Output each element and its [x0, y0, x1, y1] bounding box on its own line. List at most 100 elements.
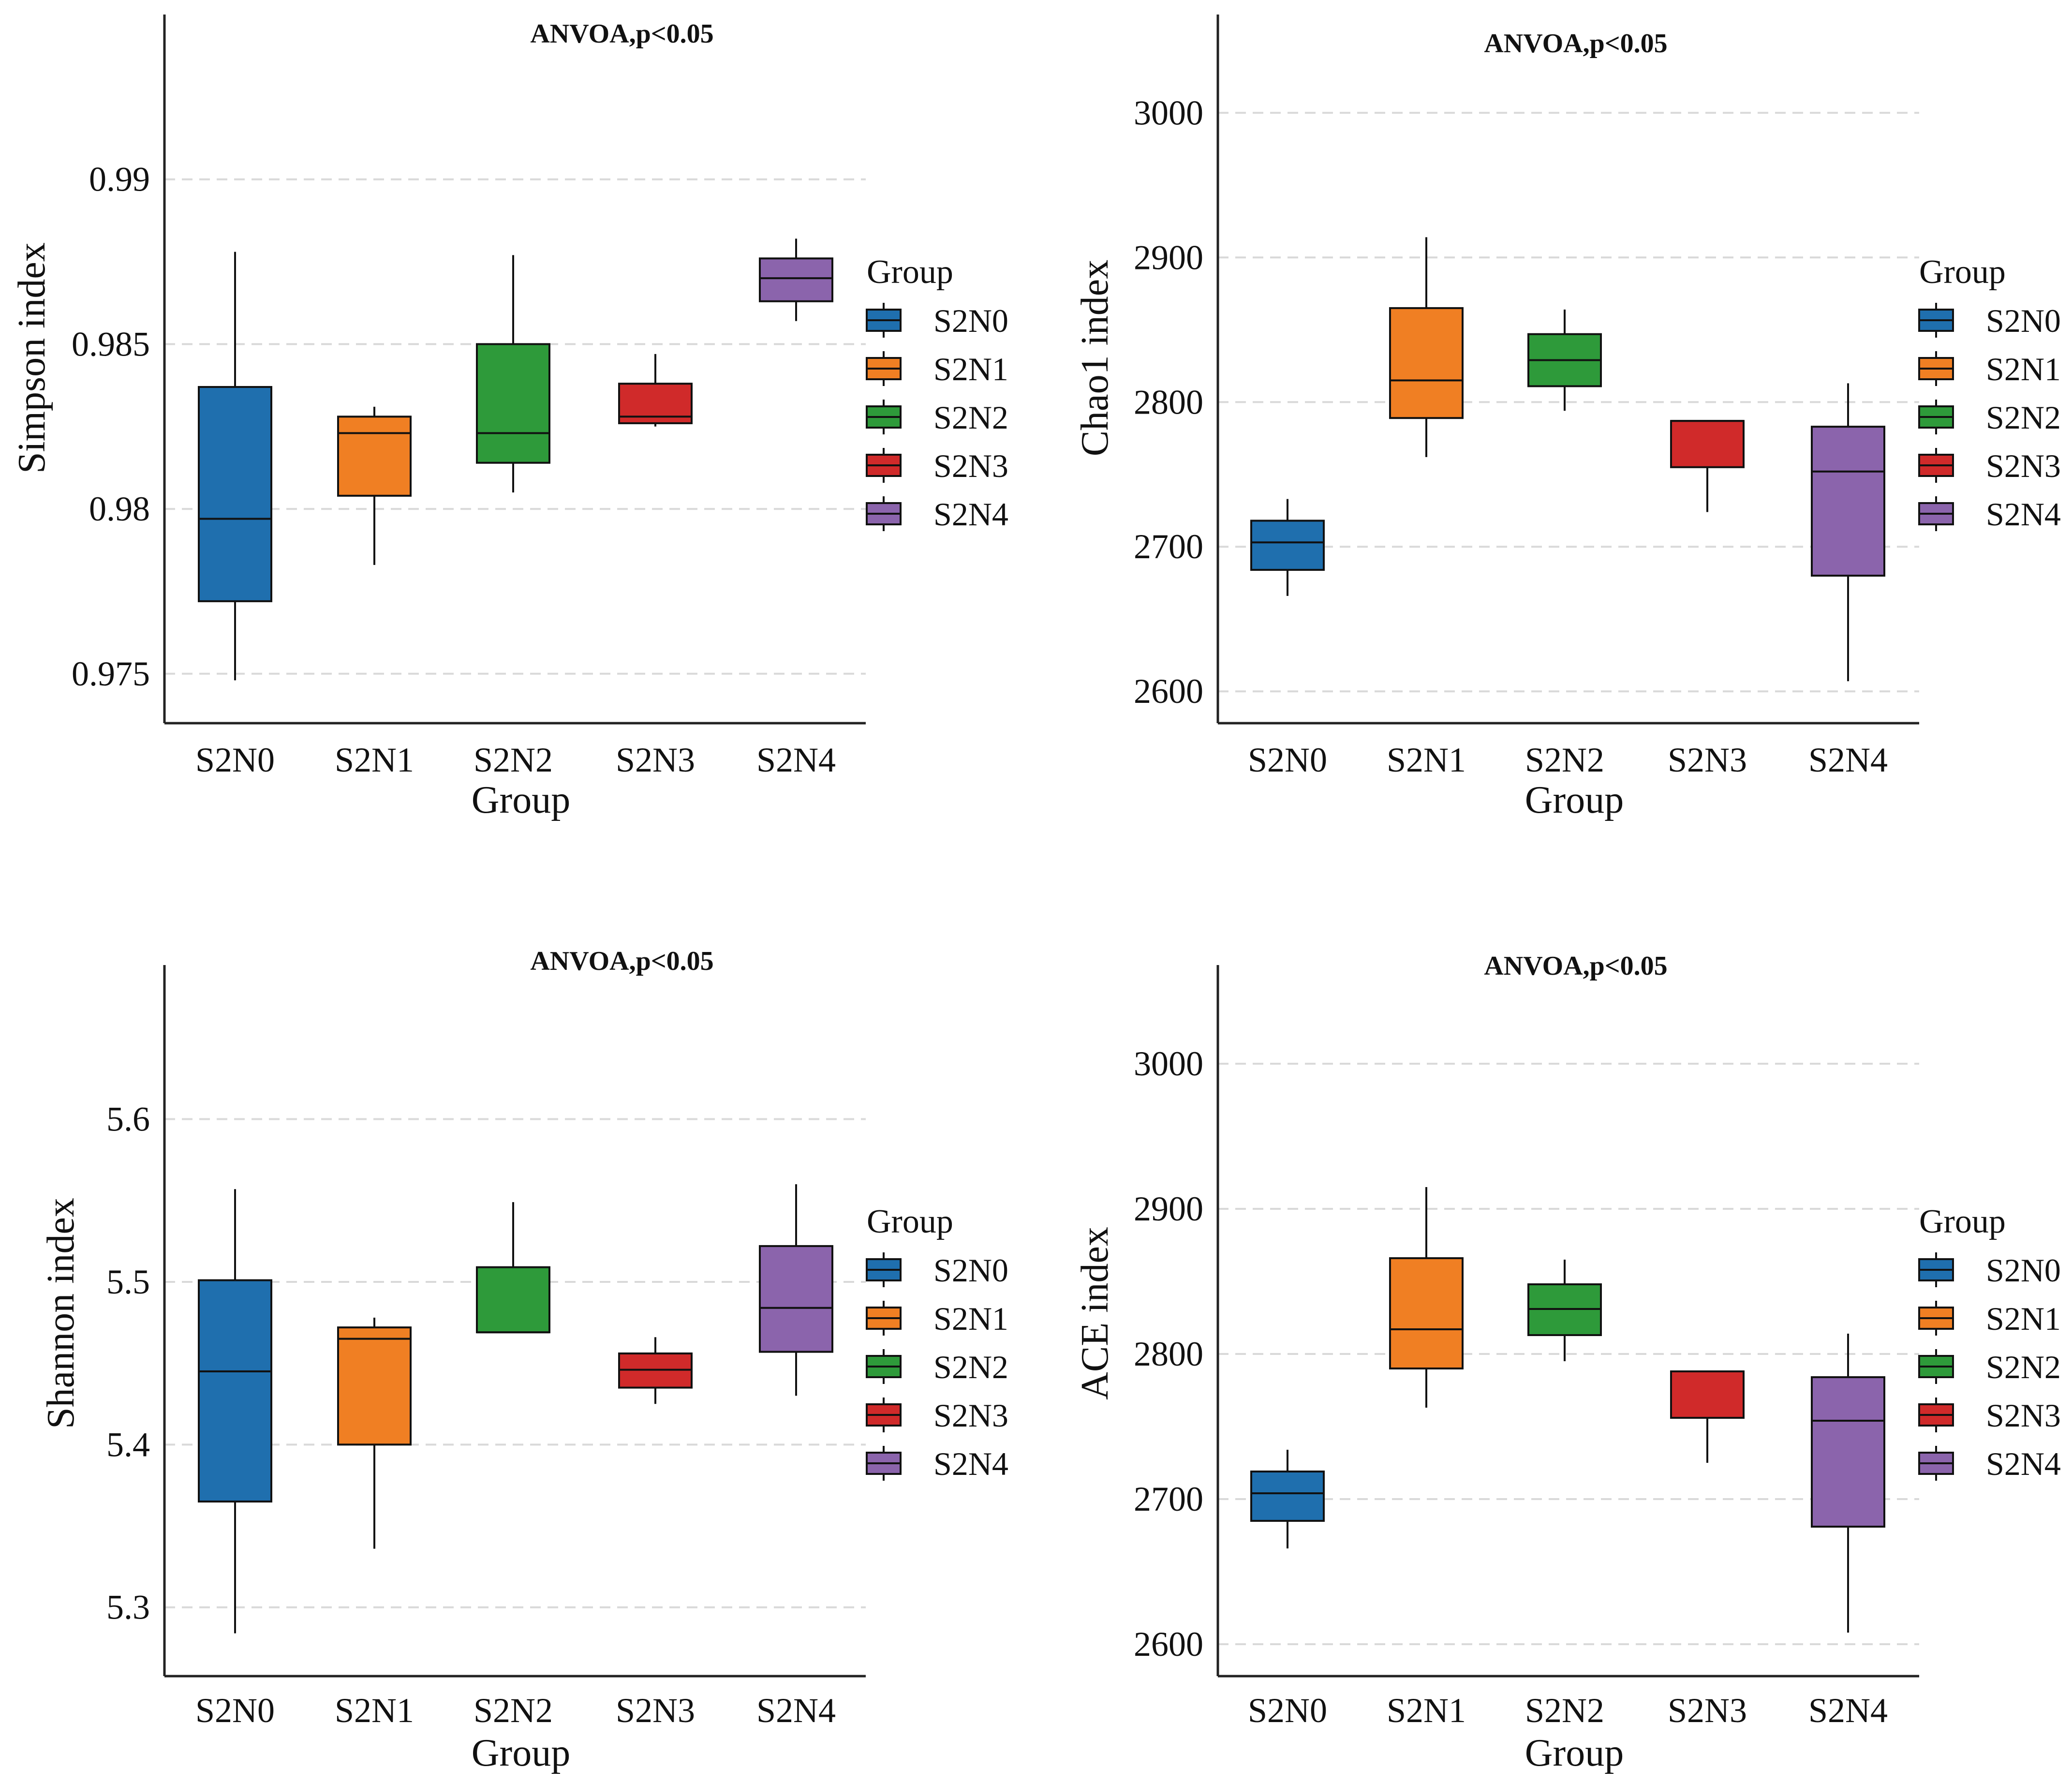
legend: Group S2N0 S2N1 S2N2 S2N3 S2N4: [1918, 253, 2061, 533]
box-S2N3: [1670, 420, 1745, 512]
x-tick-label: S2N3: [616, 741, 695, 779]
y-tick-label: 0.99: [89, 160, 150, 199]
chart-subtitle: ANVOA,p<0.05: [1484, 951, 1667, 981]
box-body: [1670, 1370, 1745, 1419]
box-body: [1811, 426, 1885, 577]
box-S2N2: [476, 255, 550, 493]
box-S2N4: [1811, 1334, 1885, 1633]
legend-label: S2N3: [933, 1397, 1008, 1434]
box-S2N2: [476, 1202, 550, 1334]
box-S2N0: [198, 252, 272, 681]
chart-subtitle: ANVOA,p<0.05: [530, 19, 713, 49]
y-tick-label: 5.5: [106, 1263, 150, 1301]
box-S2N3: [618, 354, 693, 427]
y-tick-label: 2800: [1134, 1335, 1203, 1373]
legend-label: S2N2: [1986, 1349, 2061, 1385]
legend-label: S2N4: [933, 496, 1008, 533]
legend-label: S2N3: [1986, 1397, 2061, 1434]
x-axis-label: Group: [472, 1732, 570, 1774]
box-S2N3: [618, 1337, 693, 1404]
legend-label: S2N1: [933, 1300, 1008, 1337]
legend: Group S2N0 S2N1 S2N2 S2N3 S2N4: [866, 253, 1008, 533]
legend-label: S2N1: [1986, 351, 2061, 387]
x-tick-label: S2N0: [195, 1691, 275, 1730]
y-tick-label: 3000: [1134, 93, 1203, 132]
box-S2N3: [1670, 1370, 1745, 1463]
x-axis-label: Group: [1525, 779, 1624, 821]
x-tick-label: S2N3: [1668, 1691, 1747, 1730]
y-axis-label: Shannon index: [40, 1198, 82, 1429]
legend-label: S2N4: [933, 1445, 1008, 1482]
x-axis-label: Group: [1525, 1732, 1624, 1774]
legend-label: S2N2: [933, 1349, 1008, 1385]
legend-label: S2N2: [1986, 399, 2061, 436]
x-tick-label: S2N0: [1248, 1691, 1327, 1730]
y-tick-label: 0.98: [89, 490, 150, 528]
box-S2N2: [1527, 309, 1602, 411]
legend-label: S2N4: [1986, 496, 2061, 533]
panel-chao1: 2600 2700 2800 2900 3000 S2N0 S2N1 S2N2 S2N3 S2N4…: [1074, 15, 2061, 821]
x-tick-label: S2N2: [1525, 1691, 1604, 1730]
legend-label: S2N4: [1986, 1445, 2061, 1482]
y-tick-label: 2700: [1134, 1480, 1203, 1518]
y-tick-label: 2700: [1134, 527, 1203, 566]
x-tick-label: S2N0: [1248, 741, 1327, 779]
box-S2N0: [1250, 499, 1325, 596]
box-body: [1811, 1376, 1885, 1528]
box-body: [337, 416, 412, 497]
y-tick-label: 0.985: [72, 325, 150, 363]
box-body: [1389, 1257, 1464, 1369]
legend-label: S2N1: [1986, 1300, 2061, 1337]
box-S2N1: [1389, 237, 1464, 457]
legend-label: S2N0: [933, 302, 1008, 339]
box-body: [1250, 1471, 1325, 1522]
y-tick-label: 2600: [1134, 672, 1203, 711]
legend-title: Group: [867, 253, 953, 291]
y-axis-label: Chao1 index: [1074, 260, 1116, 457]
box-S2N0: [1250, 1450, 1325, 1548]
box-S2N1: [337, 406, 412, 565]
panel-ace: 2600 2700 2800 2900 3000 S2N0 S2N1 S2N2 S2N3 S2N4…: [1074, 951, 2061, 1774]
x-tick-label: S2N4: [756, 1691, 836, 1730]
legend-label: S2N3: [933, 447, 1008, 484]
box-S2N4: [759, 238, 833, 321]
legend-title: Group: [1919, 1203, 2006, 1240]
x-tick-label: S2N0: [195, 741, 275, 779]
chart-subtitle: ANVOA,p<0.05: [1484, 29, 1667, 59]
x-axis-label: Group: [472, 779, 570, 821]
x-tick-label: S2N2: [474, 741, 553, 779]
y-tick-label: 2600: [1134, 1625, 1203, 1664]
legend-label: S2N0: [933, 1252, 1008, 1289]
box-body: [1670, 420, 1745, 468]
box-S2N2: [1527, 1260, 1602, 1361]
legend-label: S2N0: [1986, 302, 2061, 339]
y-axis-label: ACE index: [1074, 1227, 1116, 1400]
x-tick-label: S2N1: [1387, 1691, 1466, 1730]
legend: Group S2N0 S2N1 S2N2 S2N3 S2N4: [1918, 1203, 2061, 1482]
box-body: [759, 257, 833, 302]
legend-title: Group: [867, 1203, 953, 1240]
legend-label: S2N0: [1986, 1252, 2061, 1289]
box-body: [198, 1279, 272, 1503]
y-tick-label: 2800: [1134, 383, 1203, 421]
x-tick-label: S2N2: [474, 1691, 553, 1730]
x-tick-label: S2N1: [335, 1691, 414, 1730]
box-S2N4: [759, 1184, 833, 1396]
y-tick-label: 5.6: [106, 1100, 150, 1139]
x-tick-label: S2N1: [335, 741, 414, 779]
y-axis-label: Simpson index: [11, 242, 53, 474]
x-tick-label: S2N2: [1525, 741, 1604, 779]
panel-shannon: 5.3 5.4 5.5 5.6 S2N0 S2N1 S2N2 S2N3 S2N4 Group Sha…: [40, 946, 1008, 1774]
legend-label: S2N3: [1986, 447, 2061, 484]
box-body: [337, 1326, 412, 1446]
box-body: [476, 1266, 550, 1334]
legend-label: S2N2: [933, 399, 1008, 436]
box-S2N1: [1389, 1187, 1464, 1408]
box-body: [198, 386, 272, 602]
box-body: [476, 343, 550, 464]
legend-label: S2N1: [933, 351, 1008, 387]
box-S2N4: [1811, 383, 1885, 682]
